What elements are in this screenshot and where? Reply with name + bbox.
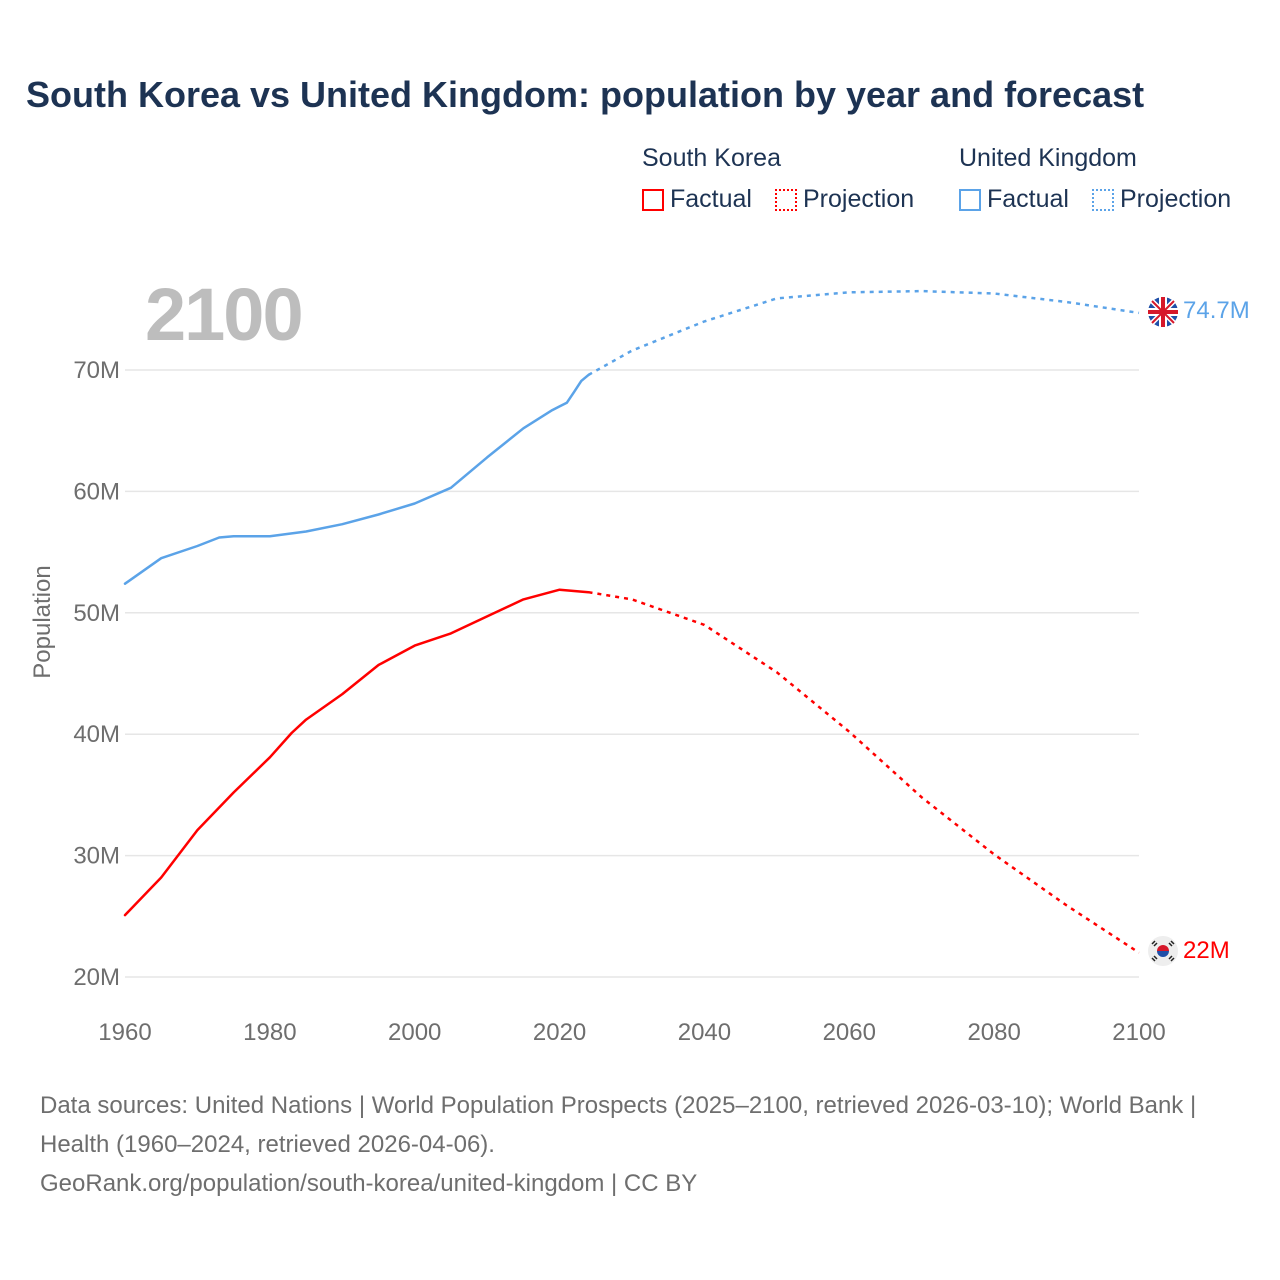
south-korea-flag-icon xyxy=(1148,936,1178,966)
uk-end-label: 74.7M xyxy=(1183,297,1250,324)
data-sources: Data sources: United Nations | World Pop… xyxy=(40,1092,1197,1158)
footer: Data sources: United Nations | World Pop… xyxy=(40,1086,1240,1203)
x-tick-label: 2080 xyxy=(967,1019,1020,1046)
united-kingdom-factual-line xyxy=(123,373,590,585)
y-tick-label: 70M xyxy=(73,357,120,384)
legend-group-united-kingdom: United Kingdom xyxy=(959,144,1137,172)
x-tick-label: 1960 xyxy=(98,1019,151,1046)
x-tick-label: 2040 xyxy=(678,1019,731,1046)
legend-swatch-dotted xyxy=(1092,188,1114,211)
legend-uk-factual[interactable]: Factual xyxy=(959,185,1069,214)
legend-label: Projection xyxy=(1120,185,1232,213)
legend-label: Projection xyxy=(803,185,915,213)
legend-kr-projection[interactable]: Projection xyxy=(775,185,914,214)
y-tick-label: 60M xyxy=(73,478,120,505)
legend-uk-projection[interactable]: Projection xyxy=(1092,185,1231,214)
legend-swatch-dotted xyxy=(775,188,797,211)
y-tick-label: 50M xyxy=(73,600,120,627)
line-chart: 20M 30M 40M 50M 60M 70M 1960 1980 2000 2020 2040 2… xyxy=(29,289,1250,1046)
x-tick-label: 2060 xyxy=(823,1019,876,1046)
legend-kr-factual[interactable]: Factual xyxy=(642,185,752,214)
x-tick-label: 2020 xyxy=(533,1019,586,1046)
y-axis-label: Population xyxy=(29,565,56,678)
y-tick-label: 30M xyxy=(73,843,120,870)
south-korea-projection-line xyxy=(588,590,1140,954)
south-korea-factual-line xyxy=(123,588,590,917)
kr-end-label: 22M xyxy=(1183,937,1230,964)
x-tick-label: 1980 xyxy=(243,1019,296,1046)
legend-swatch-solid xyxy=(642,188,664,211)
legend-group-south-korea: South Korea xyxy=(642,144,781,172)
x-tick-label: 2000 xyxy=(388,1019,441,1046)
uk-flag-icon xyxy=(1148,297,1178,327)
y-tick-label: 40M xyxy=(73,721,120,748)
source-link[interactable]: GeoRank.org/population/south-korea/unite… xyxy=(40,1170,698,1197)
legend-label: Factual xyxy=(987,185,1069,213)
current-year-label: 2100 xyxy=(145,273,304,356)
chart-title: South Korea vs United Kingdom: populatio… xyxy=(26,74,1145,115)
legend-swatch-solid xyxy=(959,188,981,211)
x-tick-label: 2100 xyxy=(1112,1019,1165,1046)
united-kingdom-projection-line xyxy=(587,289,1140,376)
legend-label: Factual xyxy=(670,185,752,213)
y-tick-label: 20M xyxy=(73,964,120,991)
